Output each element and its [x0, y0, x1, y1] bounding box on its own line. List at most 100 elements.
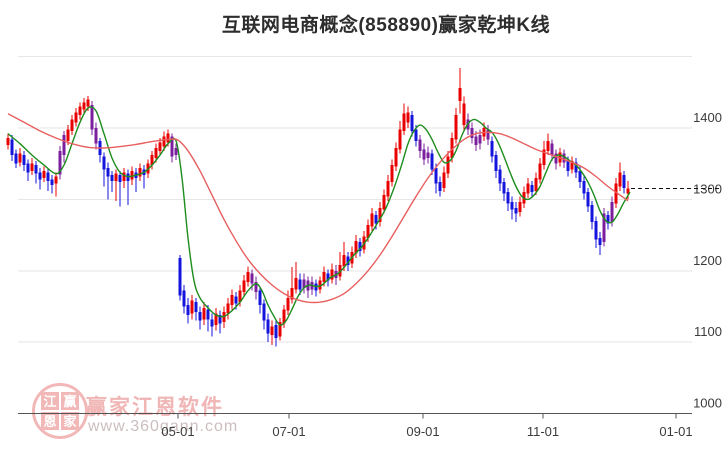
candle-body: [346, 256, 350, 266]
candle-body: [474, 136, 478, 146]
watermark-logo-char: 江: [41, 392, 59, 410]
candle-body: [118, 175, 122, 183]
candle-body: [594, 220, 598, 240]
candle-body: [626, 188, 630, 194]
candle-body: [446, 156, 450, 174]
x-axis-label: 11-01: [527, 424, 559, 439]
candle-body: [382, 195, 386, 210]
candle-body: [242, 280, 246, 293]
candle-body: [210, 319, 214, 327]
y-axis-label: 1400: [693, 110, 722, 125]
candle-body: [150, 155, 154, 166]
candle-body: [566, 160, 570, 171]
candle-body: [206, 309, 210, 320]
candle-body: [74, 112, 78, 123]
candle-body: [290, 287, 294, 300]
candle-body: [78, 106, 82, 116]
candle-body: [610, 202, 614, 223]
candle-body: [538, 163, 542, 180]
candle-body: [330, 269, 334, 280]
candle-body: [42, 170, 46, 178]
candle-body: [66, 129, 70, 141]
candle-body: [162, 136, 166, 147]
candle-body: [182, 290, 186, 307]
candle-body: [226, 303, 230, 314]
candle-body: [170, 136, 174, 157]
candle-body: [550, 143, 554, 156]
candle-body: [234, 296, 238, 304]
candle-body: [514, 207, 518, 214]
candle-body: [30, 163, 34, 171]
candle-body: [406, 112, 410, 123]
candle-body: [94, 128, 98, 144]
candle-body: [562, 153, 566, 163]
watermark-logo-char: 家: [61, 412, 79, 430]
candle-body: [494, 155, 498, 171]
candle-body: [534, 177, 538, 191]
watermark-url: www.360gann.com: [88, 418, 239, 435]
candle-body: [322, 272, 326, 283]
candle-body: [390, 165, 394, 183]
candle-body: [570, 160, 574, 170]
candle-body: [606, 215, 610, 224]
candle-body: [450, 137, 454, 158]
candle-body: [422, 149, 426, 160]
candle-body: [102, 156, 106, 170]
candle-body: [386, 180, 390, 197]
candle-body: [110, 175, 114, 181]
candle-body: [214, 313, 218, 325]
candle-body: [354, 240, 358, 254]
candle-body: [434, 167, 438, 184]
candle-body: [270, 326, 274, 335]
candle-body: [22, 155, 26, 166]
candle-body: [54, 176, 58, 184]
candle-body: [410, 115, 414, 131]
candle-body: [618, 172, 622, 187]
candle-body: [266, 319, 270, 334]
x-axis-label: 01-01: [659, 424, 692, 439]
candle-body: [402, 113, 406, 131]
candle-body: [50, 179, 54, 186]
candle-body: [326, 273, 330, 281]
candle-body: [238, 290, 242, 303]
candle-body: [486, 129, 490, 140]
candle-body: [254, 282, 258, 293]
candle-body: [518, 202, 522, 213]
candle-body: [26, 163, 30, 173]
candle-body: [82, 102, 86, 110]
candle-body: [542, 149, 546, 166]
candle-body: [602, 213, 606, 243]
x-axis-label: 09-01: [406, 424, 439, 439]
candle-body: [258, 290, 262, 306]
candle-body: [230, 295, 234, 306]
candle-body: [194, 302, 198, 313]
candle-body: [462, 103, 466, 126]
candle-body: [6, 137, 10, 146]
candle-body: [438, 182, 442, 191]
candle-body: [426, 152, 430, 158]
candle-body: [454, 115, 458, 140]
candle-body: [174, 147, 178, 156]
candle-body: [222, 312, 226, 323]
candle-body: [218, 315, 222, 324]
candle-body: [590, 205, 594, 223]
candle-body: [526, 183, 530, 194]
ma-fast-green-line: [7, 106, 631, 326]
watermark-logo-icon: 江 赢 恩 家: [32, 383, 88, 439]
candle-body: [622, 175, 626, 188]
candle-body: [122, 172, 126, 181]
candle-body: [62, 135, 66, 156]
candle-body: [418, 139, 422, 151]
candle-body: [190, 300, 194, 314]
watermark-logo-char: 赢: [61, 392, 79, 410]
y-axis-label: 1300: [693, 181, 722, 196]
candle-body: [554, 153, 558, 164]
candle-body: [614, 183, 618, 204]
candle-body: [38, 172, 42, 180]
candle-body: [470, 128, 474, 138]
candle-body: [178, 257, 182, 296]
candle-body: [202, 307, 206, 320]
candle-body: [546, 140, 550, 151]
candle-body: [506, 192, 510, 204]
candle-body: [342, 255, 346, 267]
